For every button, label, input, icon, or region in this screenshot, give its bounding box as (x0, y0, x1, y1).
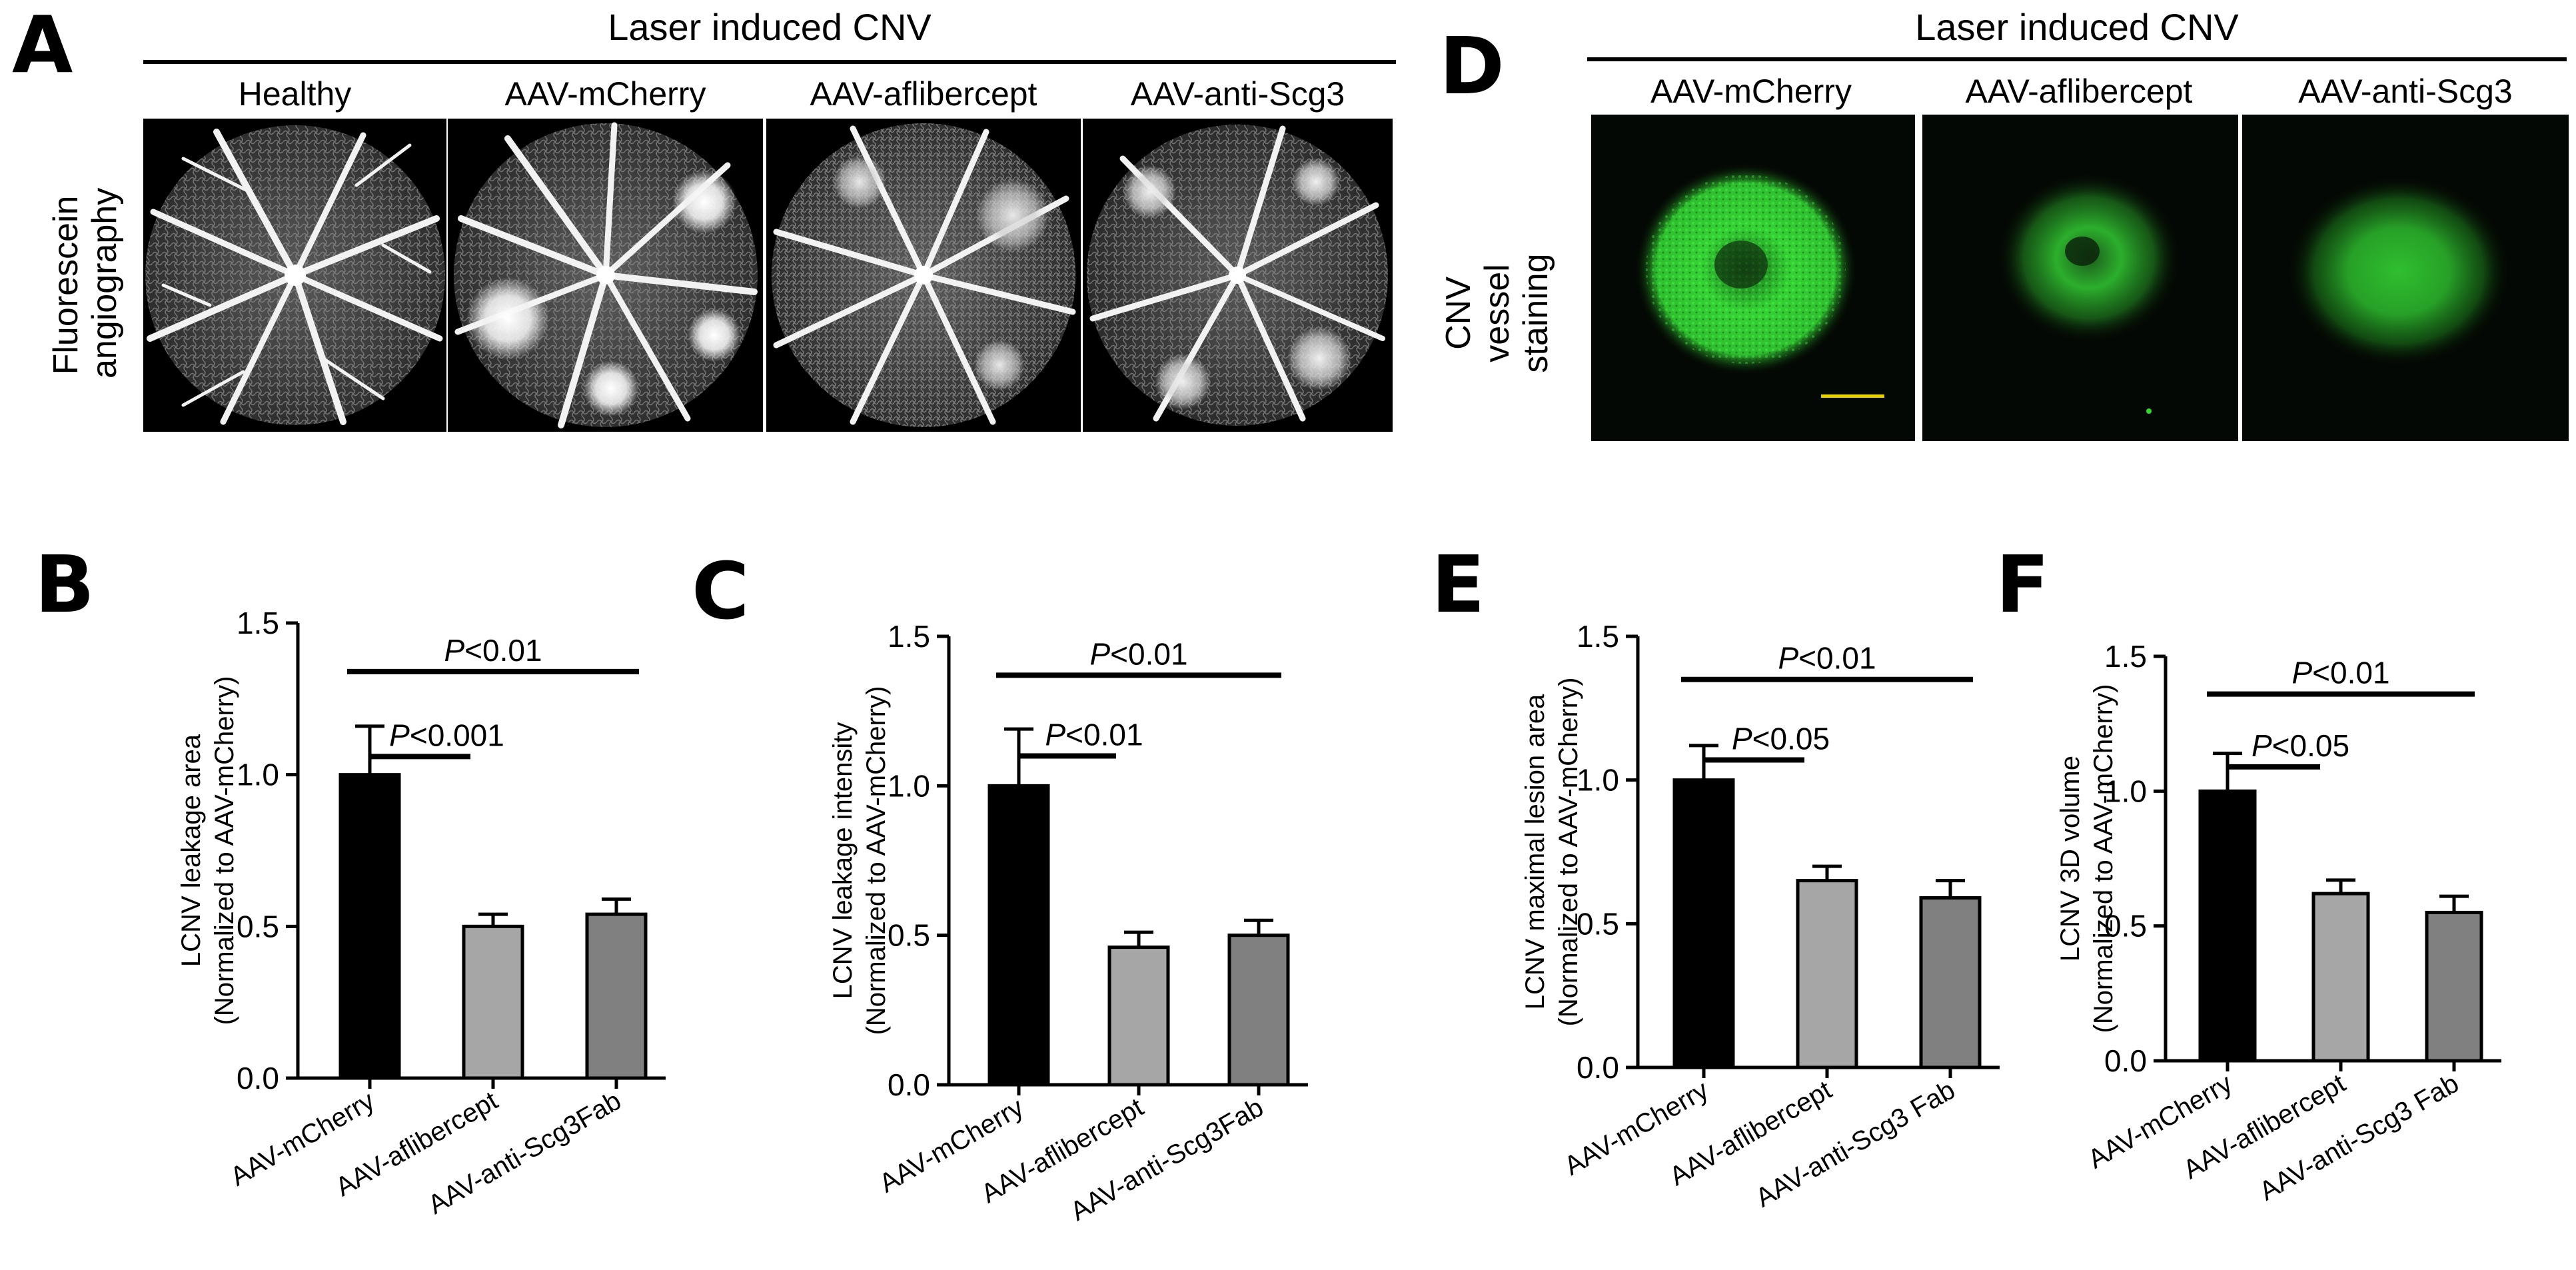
chart-e-ytick-label: 0.5 (1577, 906, 1619, 941)
chart-c-ytick-label: 0.5 (888, 918, 930, 953)
chart-e-ylabel: LCNV maximal lesion area (1521, 694, 1550, 1009)
chart-e-ylabel: (Normalized to AAV-mCherry) (1554, 678, 1583, 1027)
panel-a-col-aflibercept: AAV-aflibercept (810, 75, 1037, 113)
chart-f-ylabel: LCNV 3D volume (2056, 756, 2085, 961)
panel-d-col-anti-scg3: AAV-anti-Scg3 (2298, 73, 2513, 110)
chart-f-ylabel: (Normalized to AAV-mCherry) (2089, 684, 2118, 1033)
chart-f-ytick-label: 0.5 (2104, 909, 2147, 944)
chart-e-bar (1919, 896, 1982, 1069)
chart-b-bar (462, 924, 524, 1080)
chart-b-bar (585, 912, 648, 1080)
chart-c-bar (1227, 934, 1290, 1087)
panel-a-col-mcherry: AAV-mCherry (504, 75, 706, 113)
cnv-stain-aav-anti-scg3 (2242, 115, 2569, 441)
chart-f-bar (2198, 789, 2257, 1063)
chart-b-sig-label: P<0.01 (444, 633, 542, 668)
chart-b-ytick-label: 1.5 (237, 606, 279, 640)
chart-c-ylabel: LCNV leakage intensity (828, 722, 858, 999)
chart-c-sig-label: P<0.01 (1089, 636, 1187, 671)
chart-f-ytick-label: 1.0 (2104, 774, 2147, 808)
chart-f-sig-label: P<0.01 (2291, 656, 2389, 690)
panel-d-header-rule (1587, 57, 2567, 61)
chart-b-ylabel: LCNV leakage area (177, 734, 206, 967)
chart-c-ytick-label: 1.0 (888, 768, 930, 803)
chart-f-category-label: AAV-anti-Scg3 Fab (2254, 1069, 2463, 1207)
chart-e-bar (1796, 879, 1858, 1069)
chart-f-bar (2311, 892, 2370, 1063)
panel-d-col-aflibercept: AAV-aflibercept (1965, 73, 2193, 110)
panel-f-letter: F (1996, 538, 2050, 630)
chart-b-ytick-label: 1.0 (237, 758, 279, 792)
chart-f-ytick-label: 0.0 (2104, 1043, 2147, 1078)
cnv-stain-aav-mcherry (1591, 115, 1915, 441)
panel-a-header: Laser induced CNV (608, 6, 932, 48)
panel-b-letter: B (35, 538, 95, 630)
scale-bar (1821, 394, 1884, 398)
chart-e-ytick-label: 1.0 (1577, 763, 1619, 798)
chart-f-sig-label: P<0.05 (2252, 728, 2349, 763)
chart-e-ytick-label: 1.5 (1577, 619, 1619, 654)
angiogram-aav-mcherry (448, 119, 763, 432)
chart-c-ytick-label: 0.0 (888, 1067, 930, 1102)
chart-b-sig-label: P<0.001 (389, 718, 504, 752)
chart-c-ytick-label: 1.5 (888, 619, 930, 654)
angiogram-aav-anti-scg3 (1083, 119, 1393, 432)
chart-f-bar (2425, 910, 2483, 1063)
panel-e-letter: E (1431, 538, 1485, 630)
panel-d-letter: D (1439, 20, 1505, 112)
chart-b-ytick-label: 0.0 (237, 1061, 279, 1095)
panel-a-letter: A (12, 0, 73, 91)
chart-e-bar (1672, 778, 1735, 1069)
panel-a-col-anti-scg3: AAV-anti-Scg3 (1130, 75, 1345, 113)
chart-e-sig-label: P<0.05 (1732, 721, 1830, 756)
chart-b-ylabel: (Normalized to AAV-mCherry) (210, 676, 239, 1025)
cnv-stain-aav-aflibercept (1922, 115, 2238, 441)
panel-d-col-mcherry: AAV-mCherry (1650, 73, 1852, 110)
chart-e-sig-label: P<0.01 (1778, 641, 1876, 676)
chart-e-ytick-label: 0.0 (1577, 1050, 1619, 1085)
panel-a-col-healthy: Healthy (238, 75, 352, 113)
chart-c-bar (1107, 946, 1170, 1087)
chart-f-ytick-label: 1.5 (2104, 639, 2147, 674)
panel-c-letter: C (692, 545, 750, 637)
chart-b-bar (338, 773, 401, 1080)
chart-c-sig-label: P<0.01 (1045, 717, 1143, 752)
angiogram-healthy (143, 119, 446, 432)
chart-c-ylabel: (Normalized to AAV-mCherry) (862, 686, 891, 1035)
chart-c-category-label: AAV-anti-Scg3Fab (1065, 1093, 1268, 1227)
angiogram-aav-aflibercept (766, 119, 1081, 432)
panel-d-header: Laser induced CNV (1915, 6, 2239, 48)
chart-c-bar (987, 784, 1050, 1087)
chart-b-ytick-label: 0.5 (237, 909, 279, 944)
chart-e-category-label: AAV-anti-Scg3 Fab (1750, 1075, 1960, 1213)
panel-a-header-rule (143, 60, 1396, 64)
